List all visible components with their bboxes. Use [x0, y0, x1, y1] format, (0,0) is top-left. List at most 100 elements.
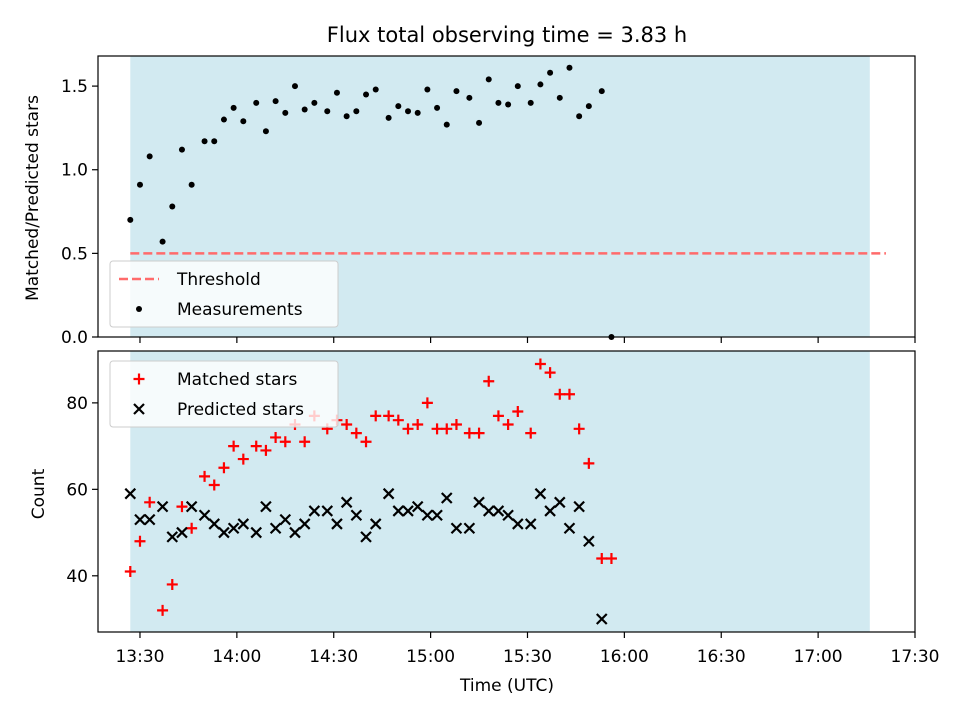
bottom-series-1-point [144, 496, 156, 508]
x-tick-label: 16:00 [600, 647, 649, 667]
bottom-series-2-point [156, 500, 169, 513]
bottom-series-2-point [573, 500, 585, 513]
bottom-series-1-point [492, 410, 504, 422]
bottom-series-2-point [208, 518, 221, 530]
bottom-series-1-point [421, 397, 433, 409]
bottom-series-2-point [308, 505, 321, 517]
bottom-series-1-point [341, 418, 353, 430]
top-series-1-point [178, 146, 185, 153]
bottom-series-1-point [392, 414, 404, 426]
top-series-1-point [466, 94, 473, 101]
bottom-series-2-point [289, 526, 301, 539]
top-series-1-point [576, 113, 583, 120]
top-series-1-point [353, 108, 360, 115]
top-series-1-point [372, 86, 379, 93]
bottom-series-2-point [143, 513, 156, 526]
bottom-series-1-point [199, 470, 211, 482]
top-panel: 0.0 0.5 1.0 1.5 Threshold Measurements [61, 55, 916, 348]
top-legend-label: Threshold [176, 270, 261, 290]
top-legend: Threshold Measurements [109, 260, 339, 328]
bottom-series-2-point [321, 505, 334, 517]
bottom-series-2-point [134, 513, 146, 526]
bottom-series-2-point [250, 526, 263, 539]
bottom-series-2-point [502, 509, 514, 522]
bottom-series-2-point [463, 522, 476, 535]
bottom-series-2-point [431, 509, 443, 522]
top-series-1-point [443, 121, 450, 128]
x-axis-label: Time (UTC) [459, 676, 554, 696]
bottom-series-1-point [441, 423, 453, 435]
bottom-series-2-point [198, 509, 211, 522]
bottom-series-2-point [524, 518, 537, 530]
bottom-series-1-point [270, 431, 282, 443]
bottom-series-1-point [544, 367, 556, 379]
bottom-series-2-point [512, 518, 524, 530]
top-series-1-point [566, 64, 573, 71]
bottom-legend-marker [133, 373, 145, 385]
top-series-1-point [201, 138, 208, 145]
bottom-series-2-point [440, 492, 453, 504]
top-series-1-point [556, 94, 563, 101]
bottom-series-1-point [360, 436, 372, 448]
bottom-series-1-point [450, 418, 462, 430]
bottom-legend-label: Matched stars [177, 370, 297, 390]
bottom-legend-marker [133, 403, 145, 415]
bottom-series-1-point [605, 553, 617, 565]
bottom-series-2-point [369, 518, 382, 530]
bottom-series-2-point [534, 487, 547, 500]
bottom-series-1-point [228, 440, 240, 452]
bottom-series-1-point [260, 444, 272, 456]
top-series-1-point [527, 99, 534, 106]
bottom-series-2-point [492, 505, 505, 517]
bottom-series-1-point [525, 427, 537, 439]
top-y-axis-label: Matched/Predicted stars [23, 95, 43, 301]
bottom-series-2-point [544, 505, 556, 517]
top-series-1-point [159, 238, 166, 245]
top-series-1-point [363, 91, 370, 98]
bottom-series-1-point [554, 388, 566, 400]
x-tick-label: 15:00 [406, 647, 455, 667]
bottom-series-2-point [237, 518, 250, 530]
bottom-series-1-point [157, 604, 169, 616]
bottom-series-2-point [227, 522, 240, 535]
x-tick-label: 17:30 [891, 647, 940, 667]
bottom-series-2-point [166, 531, 179, 543]
bottom-series-1-point [299, 436, 311, 448]
top-series-1-point [547, 69, 554, 76]
top-chart-title: Flux total observing time = 3.83 h [327, 23, 687, 47]
bottom-series-2-point [411, 500, 424, 513]
bottom-series-2-point [124, 487, 137, 500]
x-tick-label: 13:30 [115, 647, 164, 667]
top-y-tick-label: 1.5 [61, 77, 88, 97]
bottom-series-2-point [350, 509, 363, 522]
bottom-series-1-point [279, 436, 291, 448]
top-series-1-point [395, 103, 402, 110]
bottom-series-2-point [331, 518, 343, 530]
bottom-legend: Matched stars Predicted stars [109, 360, 339, 428]
bottom-series-1-point [502, 418, 514, 430]
bottom-series-1-point [250, 440, 262, 452]
top-series-1-point [324, 108, 331, 115]
bottom-series-2-point [269, 522, 282, 535]
bottom-series-2-point [402, 505, 414, 517]
top-series-1 [127, 64, 615, 340]
bottom-series-2-point [340, 496, 353, 509]
bottom-series-1-point [134, 535, 146, 547]
x-tick-label: 17:00 [794, 647, 843, 667]
bottom-series-2-point [260, 500, 272, 513]
top-series-1-point [585, 103, 592, 110]
bottom-series-1-point [463, 427, 475, 439]
top-series-1-point [505, 101, 512, 108]
top-series-1-point [405, 108, 412, 115]
top-series-1-point [253, 99, 260, 106]
bottom-series-2-point [473, 496, 485, 509]
bottom-series-1-point [512, 406, 524, 418]
top-y-tick-label: 1.0 [61, 161, 88, 181]
top-series-1-point [262, 128, 269, 135]
bottom-series-1-point [583, 457, 595, 469]
bottom-series-1-point [186, 522, 198, 534]
bottom-series-2-point [595, 613, 608, 625]
top-y-tick-label: 0.0 [61, 328, 88, 348]
bottom-series-1-point [218, 462, 230, 474]
bottom-series-2-point [554, 496, 566, 509]
